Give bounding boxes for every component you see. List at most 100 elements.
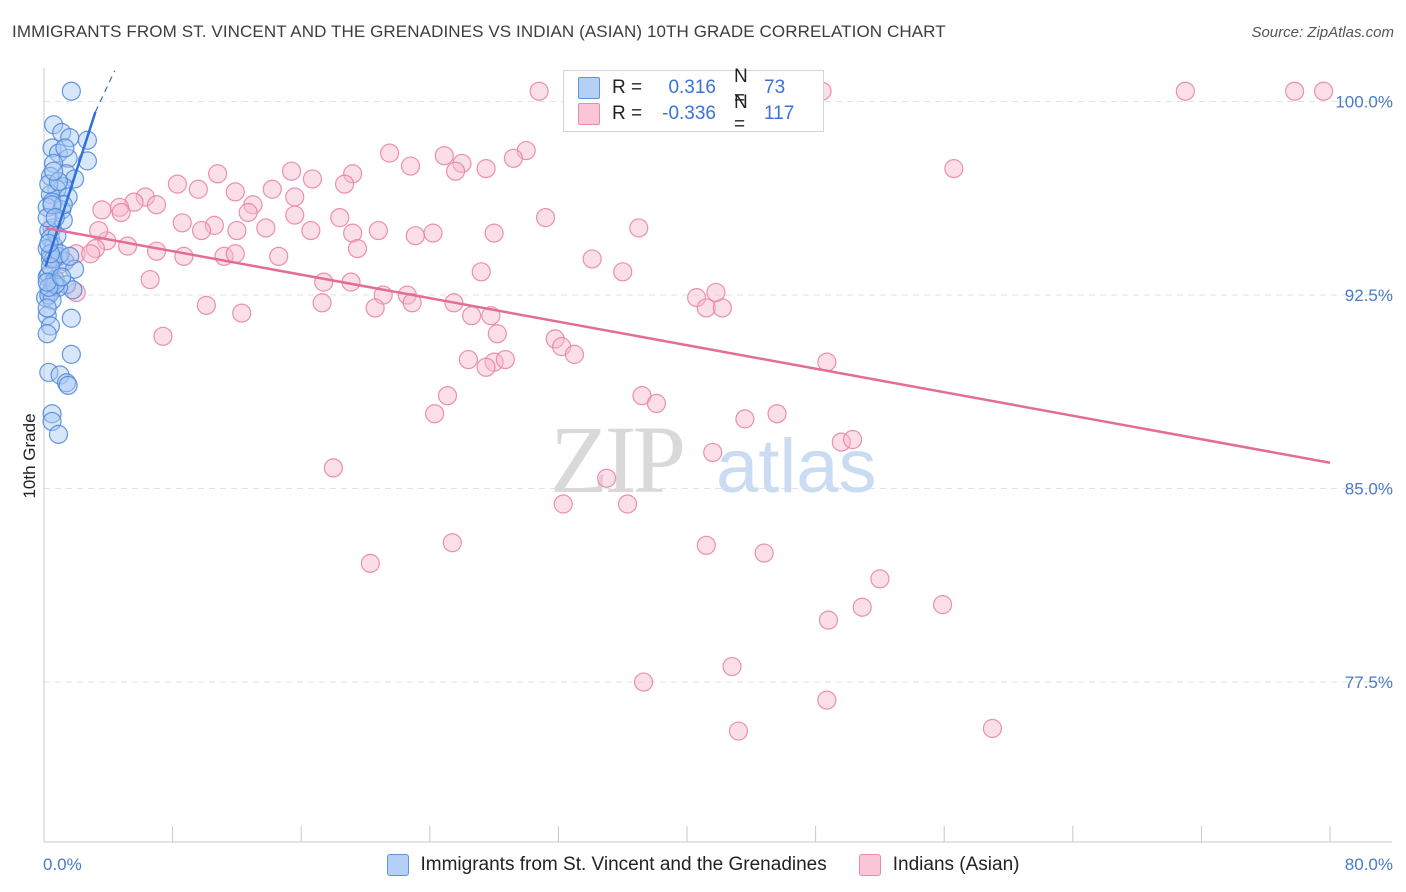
data-point [495, 349, 515, 370]
data-point [146, 195, 167, 215]
data-point [343, 164, 363, 184]
data-point [204, 215, 224, 235]
data-point [434, 146, 454, 166]
data-point [471, 262, 491, 282]
data-point [1285, 81, 1305, 101]
data-point [613, 262, 633, 282]
data-point [61, 308, 81, 328]
data-point [167, 174, 188, 194]
legend-swatch-blue [386, 854, 409, 876]
correlation-legend: R = 0.316 N = 73 R = -0.336 N = 117 [563, 66, 824, 135]
data-point [269, 246, 289, 266]
data-point [735, 409, 755, 429]
data-point [172, 213, 192, 233]
data-point [225, 244, 245, 264]
y-tick-label: 85.0% [1345, 480, 1393, 499]
data-point [208, 164, 228, 184]
legend-n-label: N = [734, 92, 748, 135]
trend-lines [44, 70, 1331, 464]
legend-r-value: -0.336 [662, 103, 716, 124]
data-point [617, 494, 638, 514]
data-point [476, 159, 496, 179]
data-point [1175, 81, 1195, 101]
legend-label: Indians (Asian) [892, 854, 1020, 875]
data-point [61, 344, 81, 364]
data-point [256, 218, 276, 238]
legend-r-value: 0.316 [668, 77, 716, 98]
data-point [831, 432, 851, 452]
y-tick-label: 92.5% [1345, 286, 1393, 305]
data-point [852, 597, 872, 617]
legend-r-label: R = [612, 77, 643, 98]
y-tick-label: 100.0% [1335, 93, 1393, 112]
x-tick-label-min: 0.0% [43, 855, 82, 874]
data-point [92, 200, 112, 220]
data-point [405, 226, 425, 246]
legend-row-blue: R = 0.316 N = 73 [578, 66, 786, 109]
data-point [982, 718, 1003, 739]
data-point [50, 365, 70, 385]
series-legend: Immigrants from St. Vincent and the Gren… [0, 852, 1406, 878]
data-point [476, 357, 496, 377]
legend-n-value: 73 [764, 77, 786, 98]
data-point [140, 269, 160, 290]
series-st-vincent [36, 81, 98, 444]
data-point [44, 115, 64, 135]
data-point [365, 298, 385, 318]
watermark-zip: ZIP [550, 406, 683, 513]
data-point [40, 316, 61, 336]
data-point [484, 223, 504, 243]
legend-item-st-vincent: Immigrants from St. Vincent and the Gren… [386, 854, 827, 876]
data-point [728, 721, 749, 741]
data-point [818, 610, 839, 630]
data-point [89, 220, 109, 241]
legend-swatch-pink [578, 103, 600, 125]
data-point [722, 656, 742, 677]
data-point [281, 161, 302, 181]
legend-row-pink: R = -0.336 N = 117 [578, 92, 794, 135]
data-point [39, 362, 59, 383]
trend-line-pink [45, 226, 1331, 464]
data-point [52, 267, 72, 287]
data-point [302, 169, 323, 189]
data-point [696, 298, 716, 318]
data-point [44, 161, 64, 181]
data-point [37, 298, 57, 318]
data-point [545, 329, 565, 349]
y-tick-label: 77.5% [1345, 673, 1393, 692]
data-point [445, 161, 466, 181]
legend-swatch-blue [578, 77, 600, 99]
data-point [870, 569, 890, 589]
data-point [227, 220, 247, 241]
data-point [153, 326, 173, 346]
data-point [314, 272, 334, 292]
data-point [582, 249, 602, 269]
data-point [696, 535, 716, 555]
data-point [238, 202, 258, 223]
data-point [347, 239, 368, 259]
data-point [37, 324, 57, 344]
data-point [262, 179, 282, 199]
data-point [42, 404, 62, 424]
data-point [124, 192, 144, 212]
data-point [343, 223, 363, 243]
data-point [442, 533, 462, 553]
data-point [55, 138, 75, 158]
data-point [633, 672, 654, 692]
data-point [58, 375, 78, 395]
data-point [323, 458, 343, 478]
data-point [146, 241, 167, 261]
data-point [188, 179, 208, 199]
data-point [66, 282, 86, 303]
trend-line-blue [44, 111, 97, 268]
data-point [944, 159, 964, 179]
data-point [706, 282, 726, 303]
data-point [368, 220, 388, 241]
data-point [629, 218, 649, 238]
data-point [63, 280, 83, 300]
x-tick-label-max: 80.0% [1345, 855, 1393, 874]
data-point [646, 393, 667, 413]
data-point [932, 595, 953, 615]
data-point [380, 143, 400, 163]
legend-label: Immigrants from St. Vincent and the Gren… [420, 854, 827, 875]
